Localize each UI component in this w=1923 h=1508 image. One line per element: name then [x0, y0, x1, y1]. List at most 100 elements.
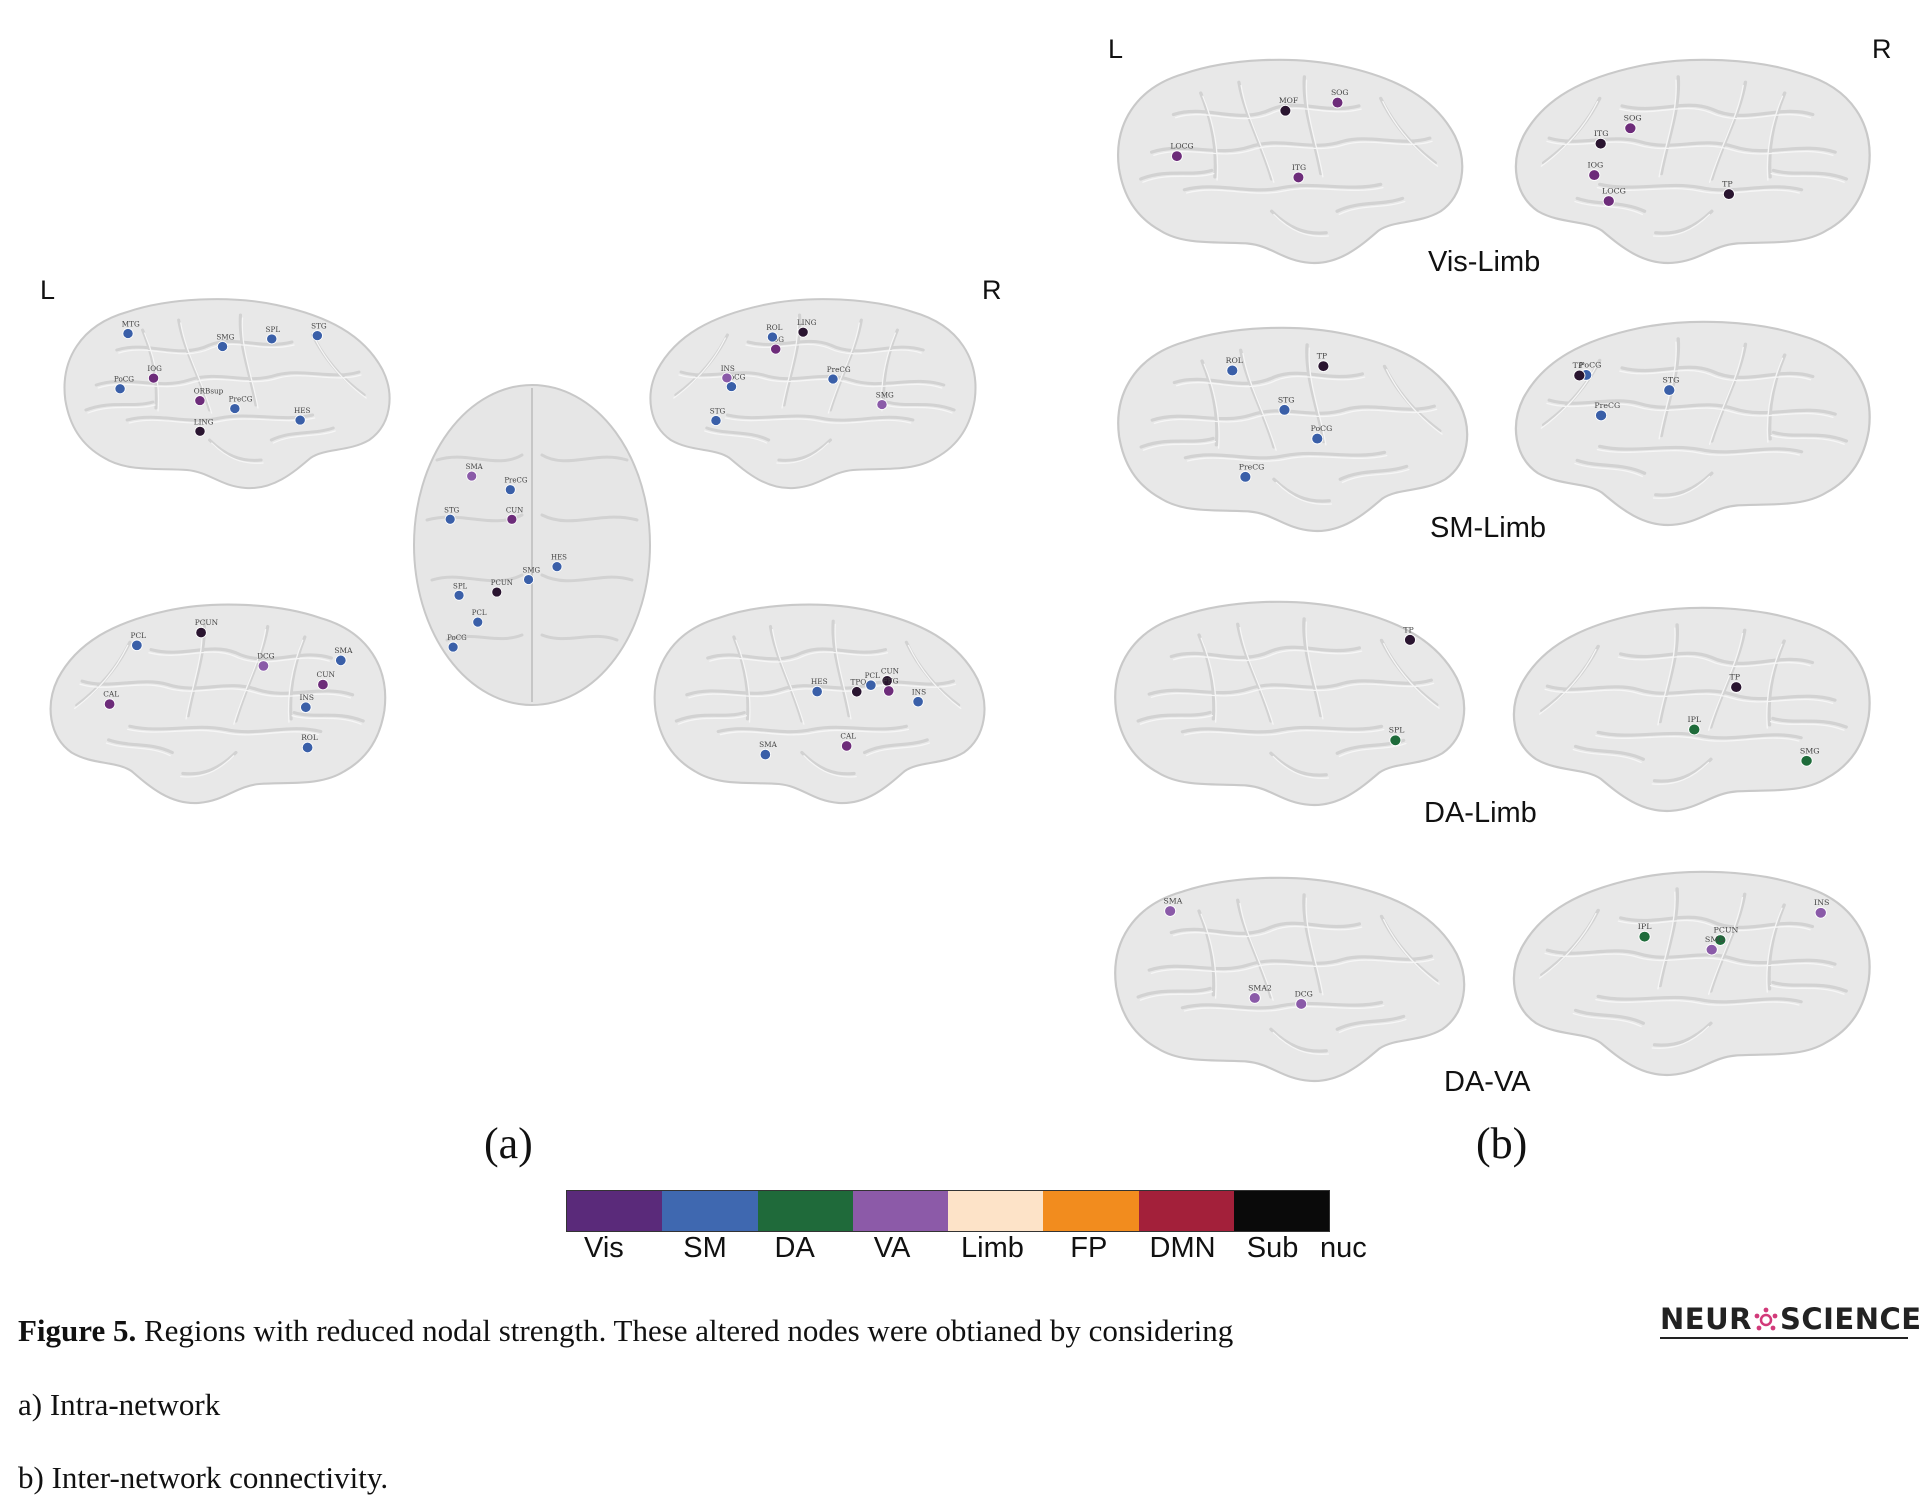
- figure-caption-line1: Figure 5. Regions with reduced nodal str…: [18, 1313, 1233, 1349]
- colorbar-segment-limb: [948, 1191, 1044, 1231]
- svg-text:SMG: SMG: [876, 391, 894, 400]
- svg-text:PCUN: PCUN: [1714, 926, 1739, 935]
- brain-a-right-lateral: PoCGPreCGSMGSTGIOGLINGROLINS: [645, 290, 985, 490]
- panel-b-left-label: L: [1108, 34, 1124, 64]
- svg-text:STG: STG: [444, 506, 459, 514]
- row-title-sm-limb: SM-Limb: [1430, 512, 1547, 544]
- svg-text:HES: HES: [811, 677, 828, 686]
- brain-b-da-va-left: SMA DCG SMA2: [1105, 868, 1470, 1083]
- svg-text:MTG: MTG: [122, 320, 140, 329]
- brain-node: ROL: [766, 323, 783, 343]
- svg-text:HES: HES: [294, 406, 311, 415]
- brain-node: PreCG: [504, 477, 528, 496]
- colorbar-segment-da: [757, 1191, 853, 1231]
- colorbar-label-va: VA: [873, 1232, 911, 1264]
- svg-text:PoCG: PoCG: [114, 375, 134, 384]
- logo-suffix: SCIENCE: [1779, 1302, 1922, 1336]
- svg-text:ORBsup: ORBsup: [194, 387, 224, 396]
- svg-text:STG: STG: [311, 322, 327, 331]
- svg-text:TP: TP: [1573, 361, 1583, 370]
- svg-text:SMG: SMG: [216, 333, 234, 342]
- brain-node: DCG: [257, 652, 275, 672]
- colorbar-segment-vis: [567, 1191, 663, 1231]
- svg-text:HES: HES: [551, 554, 567, 562]
- brain-node: PoCG: [114, 375, 134, 395]
- svg-text:CAL: CAL: [840, 732, 856, 741]
- svg-text:PCUN: PCUN: [195, 618, 219, 627]
- brain-node: INS: [912, 687, 926, 708]
- colorbar-label-nuc: nuc: [1320, 1232, 1367, 1264]
- colorbar-segment-fp: [1043, 1191, 1139, 1231]
- brain-node: TP: [1317, 352, 1330, 372]
- svg-text:STG: STG: [710, 407, 726, 416]
- svg-text:CUN: CUN: [317, 670, 336, 679]
- svg-text:SPL: SPL: [453, 582, 468, 590]
- logo-underline: [1660, 1337, 1908, 1339]
- brain-node: ROL: [1226, 356, 1243, 377]
- svg-text:PreCG: PreCG: [1239, 462, 1265, 471]
- panel-a-left-label: L: [40, 275, 56, 305]
- colorbar-segment-dmn: [1138, 1191, 1234, 1231]
- colorbar-label-dmn: DMN: [1149, 1232, 1216, 1264]
- brain-node: SMA: [466, 463, 484, 482]
- brain-node: SMG: [876, 391, 894, 410]
- brain-node: PoCG: [725, 373, 746, 392]
- svg-text:MOF: MOF: [1279, 96, 1298, 105]
- brain-node: PoCG: [1311, 424, 1332, 445]
- svg-text:LOCG: LOCG: [1170, 142, 1193, 151]
- panel-a-right-label: R: [982, 275, 1002, 305]
- caption-text: Regions with reduced nodal strength. The…: [136, 1313, 1234, 1348]
- brain-node: STG: [710, 407, 726, 426]
- brain-node: IOG: [1588, 161, 1603, 181]
- colorbar-label-fp: FP: [1070, 1232, 1108, 1264]
- svg-text:TPO: TPO: [850, 677, 866, 686]
- brain-node: STG: [1663, 376, 1679, 396]
- brain-b-da-va-right: PCUN IPL INS SMG: [1508, 862, 1880, 1077]
- panel-b-right-label: R: [1872, 34, 1892, 64]
- svg-text:PoCG: PoCG: [725, 373, 745, 382]
- svg-text:PreCG: PreCG: [229, 395, 253, 404]
- brain-node: CAL: [103, 690, 119, 710]
- brain-node: INS: [299, 693, 314, 713]
- brain-node: SMA: [759, 740, 778, 761]
- brain-node: PreCG: [827, 365, 851, 385]
- logo-prefix: NEUR: [1660, 1302, 1752, 1336]
- brain-node: CUN: [506, 506, 523, 525]
- colorbar-label-sm: SM: [683, 1232, 727, 1264]
- brain-b-da-limb-left: SPL TP: [1105, 592, 1470, 807]
- svg-text:LING: LING: [797, 318, 817, 327]
- svg-text:INS: INS: [1814, 898, 1829, 907]
- row-title-da-limb: DA-Limb: [1424, 797, 1537, 829]
- brain-node: DCG: [1295, 990, 1313, 1010]
- svg-text:ROL: ROL: [301, 733, 318, 742]
- brain-node: SMG: [523, 567, 541, 585]
- svg-text:SOG: SOG: [1331, 88, 1349, 97]
- brain-node: PreCG: [1594, 401, 1620, 422]
- brain-node: SOG: [1331, 88, 1349, 109]
- brain-node: SMA: [1164, 897, 1183, 917]
- svg-text:SMA2: SMA2: [1248, 984, 1272, 993]
- brain-a-left-medial: PCL SMA DCG CUN CAL INS PCUN ROL: [45, 595, 395, 805]
- brain-node: IPL: [1687, 715, 1701, 736]
- colorbar-label-sub: Sub: [1246, 1232, 1299, 1264]
- svg-text:SMA: SMA: [1164, 897, 1183, 906]
- colorbar-segment-sm: [662, 1191, 758, 1231]
- svg-text:INS: INS: [299, 693, 313, 702]
- svg-text:IPL: IPL: [1687, 715, 1701, 724]
- brain-node: STG: [311, 322, 327, 342]
- brain-node: LOCG: [1602, 187, 1626, 207]
- svg-text:INS: INS: [912, 687, 926, 696]
- brain-node: CUN: [317, 670, 336, 691]
- svg-text:CUN: CUN: [881, 666, 900, 675]
- brain-node: SPL: [266, 325, 280, 345]
- svg-text:LOCG: LOCG: [1602, 187, 1626, 196]
- brain-node: SMA2: [1248, 984, 1272, 1004]
- brain-node: PCUN: [1714, 926, 1739, 946]
- journal-logo: NEUR SCIENCE: [1660, 1302, 1922, 1336]
- brain-node: PCL: [865, 671, 881, 691]
- brain-node: ITG: [1292, 163, 1306, 184]
- svg-text:PCL: PCL: [865, 671, 881, 680]
- brain-node: CUN: [881, 666, 900, 687]
- brain-node: TP: [1403, 625, 1416, 646]
- svg-text:STG: STG: [1278, 395, 1295, 404]
